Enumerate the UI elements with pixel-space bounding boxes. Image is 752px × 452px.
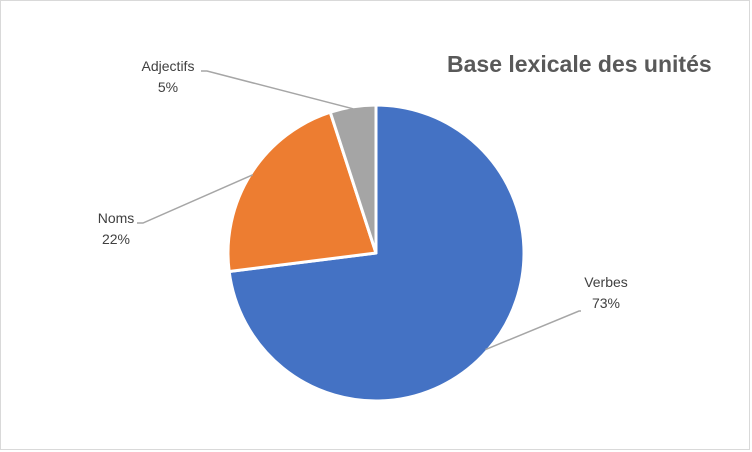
- data-label-category-adjectifs: Adjectifs: [142, 58, 195, 74]
- data-label-value-adjectifs: 5%: [158, 79, 178, 95]
- pie-slice-noms: [226, 110, 378, 274]
- data-label-value-verbes: 73%: [592, 295, 620, 311]
- data-label-category-noms: Noms: [98, 210, 135, 226]
- chart-title: Base lexicale des unités: [447, 51, 712, 77]
- leader-line-verbes: [485, 310, 581, 351]
- leader-line-noms: [137, 174, 254, 224]
- data-label-value-noms: 22%: [102, 231, 130, 247]
- leader-line-adjectifs: [201, 70, 354, 110]
- data-label-category-verbes: Verbes: [584, 274, 628, 290]
- pie-slice-adjectifs: [328, 103, 378, 255]
